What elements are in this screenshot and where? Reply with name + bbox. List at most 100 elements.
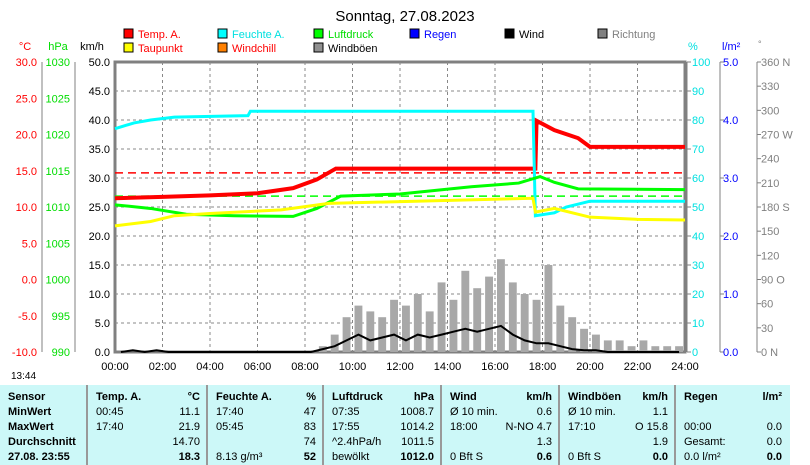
tick-label: 30 (692, 260, 704, 272)
cell-label: 18:00 (450, 421, 478, 433)
gust-bar (675, 346, 683, 352)
cell-label: Durchschnitt (8, 436, 76, 448)
cell-value: 0.0 (766, 436, 782, 448)
series-line-temp-a- (114, 117, 685, 201)
tick-label: 30.0 (16, 57, 37, 69)
gust-bar (366, 311, 375, 352)
tick-label: 5.0 (95, 318, 110, 330)
table-row: 17:40 47 (208, 405, 322, 420)
gust-bar (508, 282, 517, 352)
gust-bar (390, 299, 398, 352)
gust-bar (544, 265, 553, 352)
tick-label: 240 (761, 154, 779, 166)
cell-value: 1014.2 (400, 421, 434, 433)
x-tick-label: 16:00 (481, 361, 509, 373)
cell-value: 1008.7 (400, 406, 434, 418)
cell-label: bewölkt (332, 451, 370, 463)
axis-unit: % (688, 41, 698, 53)
table-row: Durchschnitt (0, 435, 86, 450)
x-tick-label: 20:00 (576, 361, 604, 373)
axes: °C hPa km/h% l/m² ° 30.0 25.0 20.0 15.0 10.0 5.0 0.… (12, 39, 793, 373)
tick-label: 30.0 (89, 173, 110, 185)
table-row: 14.70 (88, 435, 206, 450)
gust-bar (342, 317, 351, 352)
legend-swatch (313, 42, 324, 53)
cell-value: 11.1 (179, 406, 200, 418)
tick-label: 1030 (46, 57, 70, 69)
table-row: 00:45 11.1 (88, 405, 206, 420)
tick-label: 15.0 (89, 260, 110, 272)
cell-label: 0 Bft S (568, 451, 602, 463)
gust-bar (413, 294, 422, 352)
x-tick-label: 18:00 (529, 361, 557, 373)
tick-label: 45.0 (89, 86, 110, 98)
cell-label: 8.13 g/m³ (216, 451, 263, 463)
table-header: Feuchte A.% (208, 390, 322, 405)
legend-label: Luftdruck (328, 29, 374, 41)
plot-area (113, 60, 687, 354)
table-column: Windböen km/h Ø 10 min. 1.1 17:10 O 15.8 1.9 0 … (560, 385, 676, 465)
cell-value: 14.70 (172, 436, 200, 448)
gust-bar (378, 317, 387, 352)
gust-bar (639, 340, 648, 352)
cell-label: Gesamt: (684, 436, 726, 448)
legend-label: Taupunkt (138, 43, 183, 55)
cell-value: 18.3 (178, 451, 200, 463)
cell-label: ^2.4hPa/h (332, 436, 382, 448)
tick-label: 100 (692, 57, 710, 69)
tick-label: 40.0 (89, 115, 110, 127)
table-row: 0.0 l/m² 0.0 (676, 450, 788, 465)
cell-label: Windböen (568, 391, 622, 403)
cell-value: km/h (642, 391, 668, 403)
legend-swatch (504, 28, 515, 39)
tick-label: -10.0 (12, 347, 37, 359)
cell-label: 27.08. 23:55 (8, 451, 70, 463)
tick-label: 360 N (761, 57, 790, 69)
cell-label: Ø 10 min. (568, 406, 616, 418)
gust-bar (461, 270, 470, 352)
gust-bar (485, 276, 493, 352)
legend-swatch (313, 28, 324, 39)
tick-label: 20 (692, 289, 704, 301)
cell-label: Regen (684, 391, 718, 403)
tick-label: 1020 (46, 130, 70, 142)
tick-label: 0 N (761, 347, 778, 359)
tick-label: 80 (692, 115, 704, 127)
cell-value: % (306, 391, 316, 403)
x-tick-label: 00:00 (101, 361, 129, 373)
table-row: 17:40 21.9 (88, 420, 206, 435)
gust-bar (425, 311, 434, 352)
tick-label: 25.0 (16, 93, 37, 105)
tick-label: 270 W (761, 130, 793, 142)
axis-unit: °C (19, 41, 31, 53)
table-row: 0 Bft S 0.0 (560, 450, 674, 465)
legend-swatch (217, 42, 228, 53)
table-row: Ø 10 min. 1.1 (560, 405, 674, 420)
table-row: 18.3 (88, 450, 206, 465)
cell-value: 1.9 (652, 436, 668, 448)
wind-line (120, 324, 680, 354)
x-tick-label: 06:00 (244, 361, 272, 373)
cell-label: Feuchte A. (216, 391, 272, 403)
cell-value: 52 (303, 451, 316, 463)
tick-label: 995 (52, 311, 70, 323)
axis-unit: ° (758, 39, 762, 49)
legend-swatch (409, 28, 420, 39)
gust-bar (663, 346, 672, 352)
cell-value: 0.0 (766, 451, 782, 463)
table-header: Sensor (0, 390, 86, 405)
cell-label: 0 Bft S (450, 451, 484, 463)
cell-value: 0.0 (766, 421, 782, 433)
stats-table: Sensor MinWert MaxWert Durchschnitt 27.08. 2… (0, 385, 790, 465)
tick-label: 150 (761, 226, 779, 238)
table-row: MaxWert (0, 420, 86, 435)
legend-swatch (123, 42, 134, 53)
cell-value: °C (187, 391, 200, 403)
cell-label: 0.0 l/m² (684, 451, 721, 463)
table-row: Ø 10 min. 0.6 (442, 405, 558, 420)
table-header: Temp. A. °C (88, 390, 206, 405)
tick-label: 20.0 (89, 231, 110, 243)
tick-label: 50 (692, 202, 704, 214)
cell-value: km/h (526, 391, 552, 403)
gust-bar (520, 294, 529, 352)
